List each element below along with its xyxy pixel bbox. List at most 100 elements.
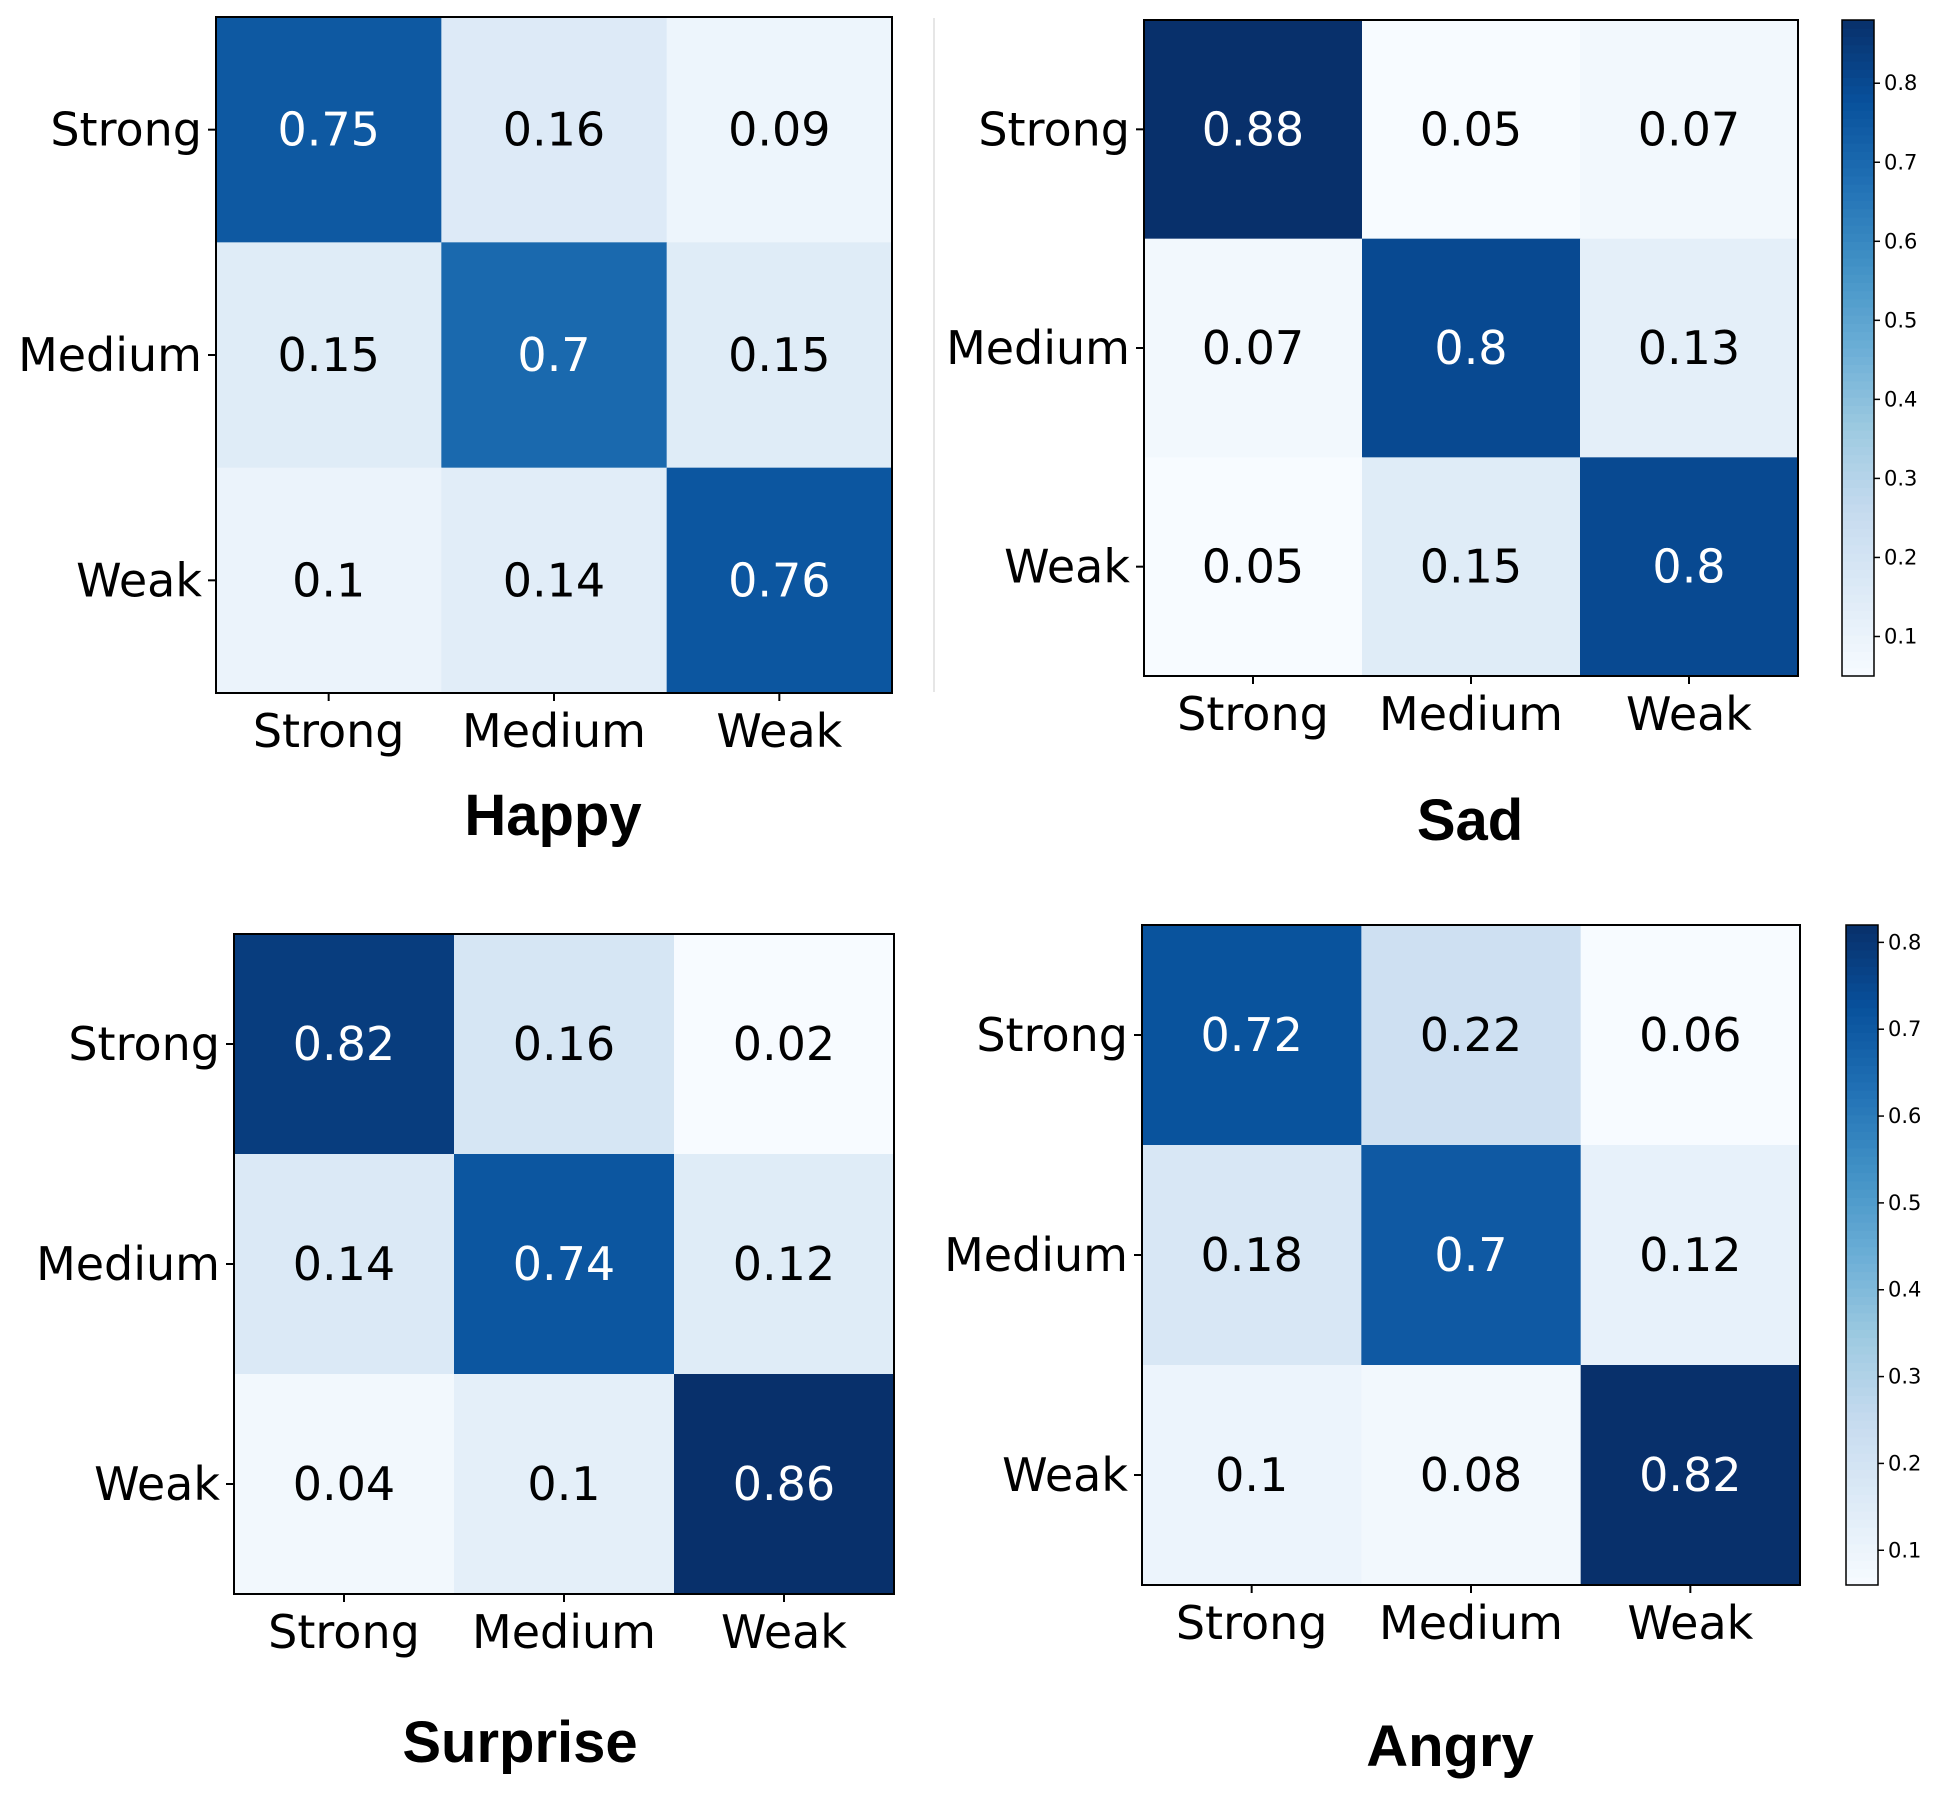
- colorbar-segment: [1842, 397, 1874, 406]
- colorbar-segment: [1846, 1180, 1878, 1190]
- colorbar-segment: [1846, 1321, 1878, 1330]
- colorbar-segment: [1842, 200, 1874, 210]
- heatmap-cell: [1142, 1145, 1362, 1366]
- colorbar-segment: [1842, 348, 1874, 357]
- cell-value-label: 0.76: [728, 553, 830, 607]
- colorbar-segment: [1842, 249, 1874, 259]
- colorbar-segment: [1846, 1164, 1878, 1174]
- colorbar-segment: [1846, 1502, 1878, 1512]
- heatmap-cell: [1142, 925, 1362, 1146]
- heatmap-cell: [1362, 238, 1581, 458]
- colorbar-segment: [1846, 1461, 1878, 1471]
- colorbar-segment: [1846, 974, 1878, 984]
- colorbar-segment: [1842, 143, 1874, 152]
- y-tick-label: Weak: [76, 553, 202, 607]
- colorbar-segment: [1846, 1552, 1878, 1561]
- y-tick-label: Strong: [68, 1017, 220, 1071]
- heatmap-cell: [666, 242, 893, 469]
- cell-value-label: 0.16: [513, 1017, 615, 1071]
- y-tick-label: Strong: [50, 103, 202, 157]
- cell-value-label: 0.1: [1215, 1448, 1288, 1502]
- y-tick-label: Medium: [946, 321, 1130, 375]
- colorbar-segment: [1846, 991, 1878, 1000]
- heatmap-cell: [1362, 457, 1581, 677]
- heatmap-cell: [216, 17, 442, 243]
- colorbar-tick-label: 0.7: [1888, 1017, 1921, 1041]
- colorbar-segment: [1842, 356, 1874, 365]
- heatmap-panel-surprise: 0.82 0.16 0.02 0.14 0.74 0.12 0.04 0.1 0.86 Stron…: [36, 933, 895, 1775]
- colorbar-segment: [1846, 1048, 1878, 1058]
- heatmap-cell: [1580, 457, 1799, 677]
- colorbar-segment: [1846, 1106, 1878, 1116]
- panel-title: Surprise: [402, 1710, 637, 1775]
- cell-value-label: 0.04: [293, 1457, 395, 1511]
- colorbar-tick-label: 0.4: [1884, 387, 1917, 411]
- colorbar-segment: [1846, 1329, 1878, 1339]
- colorbar-segment: [1846, 1560, 1878, 1570]
- cell-value-label: 0.88: [1202, 102, 1304, 156]
- colorbar-segment: [1842, 372, 1874, 382]
- heatmap-cell: [441, 242, 668, 469]
- colorbar-segment: [1846, 1147, 1878, 1157]
- colorbar-segment: [1846, 1057, 1878, 1066]
- colorbar-segment: [1842, 331, 1874, 341]
- colorbar-segment: [1842, 110, 1874, 119]
- cell-value-label: 0.08: [1420, 1448, 1522, 1502]
- cell-value-label: 0.18: [1200, 1228, 1302, 1282]
- colorbar-segment: [1846, 1453, 1878, 1462]
- colorbar-segment: [1846, 1469, 1878, 1479]
- colorbar-segment: [1842, 667, 1874, 677]
- y-tick-label: Weak: [1002, 1448, 1128, 1502]
- colorbar-segment: [1846, 1230, 1878, 1240]
- cell-value-label: 0.7: [1434, 1228, 1507, 1282]
- colorbar-segment: [1846, 1312, 1878, 1322]
- x-tick-label: Strong: [253, 704, 405, 758]
- colorbar-segment: [1842, 446, 1874, 456]
- colorbar-segment: [1846, 1172, 1878, 1182]
- cell-value-label: 0.8: [1652, 540, 1725, 594]
- colorbar-tick-label: 0.5: [1884, 308, 1917, 332]
- colorbar-segment: [1846, 1411, 1878, 1421]
- colorbar-segment: [1846, 1007, 1878, 1017]
- colorbar-segment: [1842, 77, 1874, 87]
- cell-value-label: 0.8: [1434, 321, 1507, 375]
- colorbar-segment: [1842, 159, 1874, 169]
- colorbar-segment: [1842, 626, 1874, 636]
- cell-value-label: 0.14: [503, 553, 605, 607]
- colorbar-segment: [1842, 274, 1874, 283]
- heatmap-cell: [1580, 238, 1799, 458]
- colorbar-segment: [1842, 85, 1874, 95]
- heatmap-cell: [666, 467, 893, 694]
- colorbar-segment: [1846, 1271, 1878, 1281]
- colorbar-segment: [1842, 126, 1874, 136]
- cell-value-label: 0.02: [733, 1017, 835, 1071]
- colorbar-tick-label: 0.1: [1884, 624, 1917, 648]
- colorbar-segment: [1842, 569, 1874, 579]
- cell-value-label: 0.12: [733, 1237, 835, 1291]
- colorbar-segment: [1846, 1543, 1878, 1553]
- colorbar-segment: [1842, 479, 1874, 488]
- heatmap-cell: [1580, 20, 1799, 240]
- colorbar-segment: [1842, 610, 1874, 620]
- colorbar-segment: [1842, 266, 1874, 275]
- heatmap-cell: [454, 934, 675, 1155]
- colorbar-segment: [1846, 1081, 1878, 1091]
- heatmap-cell: [234, 1154, 455, 1375]
- colorbar-segment: [1846, 999, 1878, 1009]
- y-tick-label: Strong: [978, 102, 1130, 156]
- heatmap-cell: [1144, 238, 1363, 458]
- colorbar-segment: [1842, 192, 1874, 201]
- colorbar-segment: [1842, 495, 1874, 505]
- colorbar-segment: [1846, 1189, 1878, 1198]
- colorbar-segment: [1846, 1156, 1878, 1165]
- cell-value-label: 0.1: [527, 1457, 600, 1511]
- cell-value-label: 0.74: [513, 1237, 615, 1291]
- colorbar-segment: [1842, 585, 1874, 595]
- colorbar-tick-label: 0.4: [1888, 1278, 1921, 1302]
- cell-value-label: 0.15: [728, 328, 830, 382]
- colorbar-segment: [1846, 1370, 1878, 1380]
- colorbar-segment: [1846, 1213, 1878, 1223]
- colorbar-segment: [1842, 438, 1874, 447]
- x-tick-label: Medium: [472, 1605, 656, 1659]
- cell-value-label: 0.05: [1202, 540, 1304, 594]
